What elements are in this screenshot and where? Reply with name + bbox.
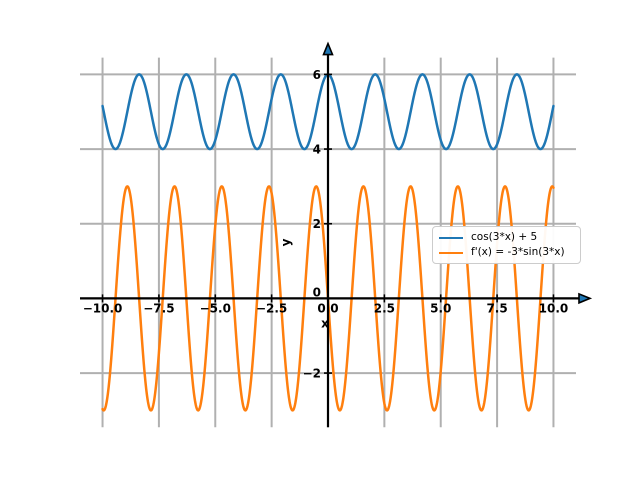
- x-tick-label: 5.0: [430, 301, 451, 315]
- legend-line-sample-derivative: [439, 251, 463, 254]
- legend-item-cos: cos(3*x) + 5: [439, 230, 574, 245]
- legend-item-derivative: f'(x) = -3*sin(3*x): [439, 245, 574, 260]
- x-tick-label: 7.5: [486, 301, 507, 315]
- y-tick-label: −2: [303, 367, 321, 381]
- y-axis-arrow-icon: [322, 41, 334, 56]
- y-tick-label: 4: [313, 143, 321, 157]
- x-axis-label: x: [321, 316, 329, 330]
- x-tick-label: −5.0: [200, 301, 231, 315]
- legend-label-derivative: f'(x) = -3*sin(3*x): [471, 246, 565, 258]
- x-tick-label: 2.5: [374, 301, 395, 315]
- y-tick-label: 0: [313, 285, 321, 299]
- x-axis-arrow-icon: [578, 292, 593, 305]
- x-tick-label: −10.0: [83, 301, 123, 315]
- y-axis-label: y: [279, 238, 293, 246]
- legend: cos(3*x) + 5 f'(x) = -3*sin(3*x): [432, 226, 581, 264]
- x-tick-label: 0.0: [317, 301, 338, 315]
- x-tick-label: −7.5: [143, 301, 174, 315]
- legend-label-cos: cos(3*x) + 5: [471, 231, 538, 243]
- x-tick-label: −2.5: [256, 301, 287, 315]
- y-tick-label: 6: [313, 68, 321, 82]
- y-tick-label: 2: [313, 217, 321, 231]
- legend-line-sample-cos: [439, 236, 463, 239]
- x-tick-label: 10.0: [539, 301, 569, 315]
